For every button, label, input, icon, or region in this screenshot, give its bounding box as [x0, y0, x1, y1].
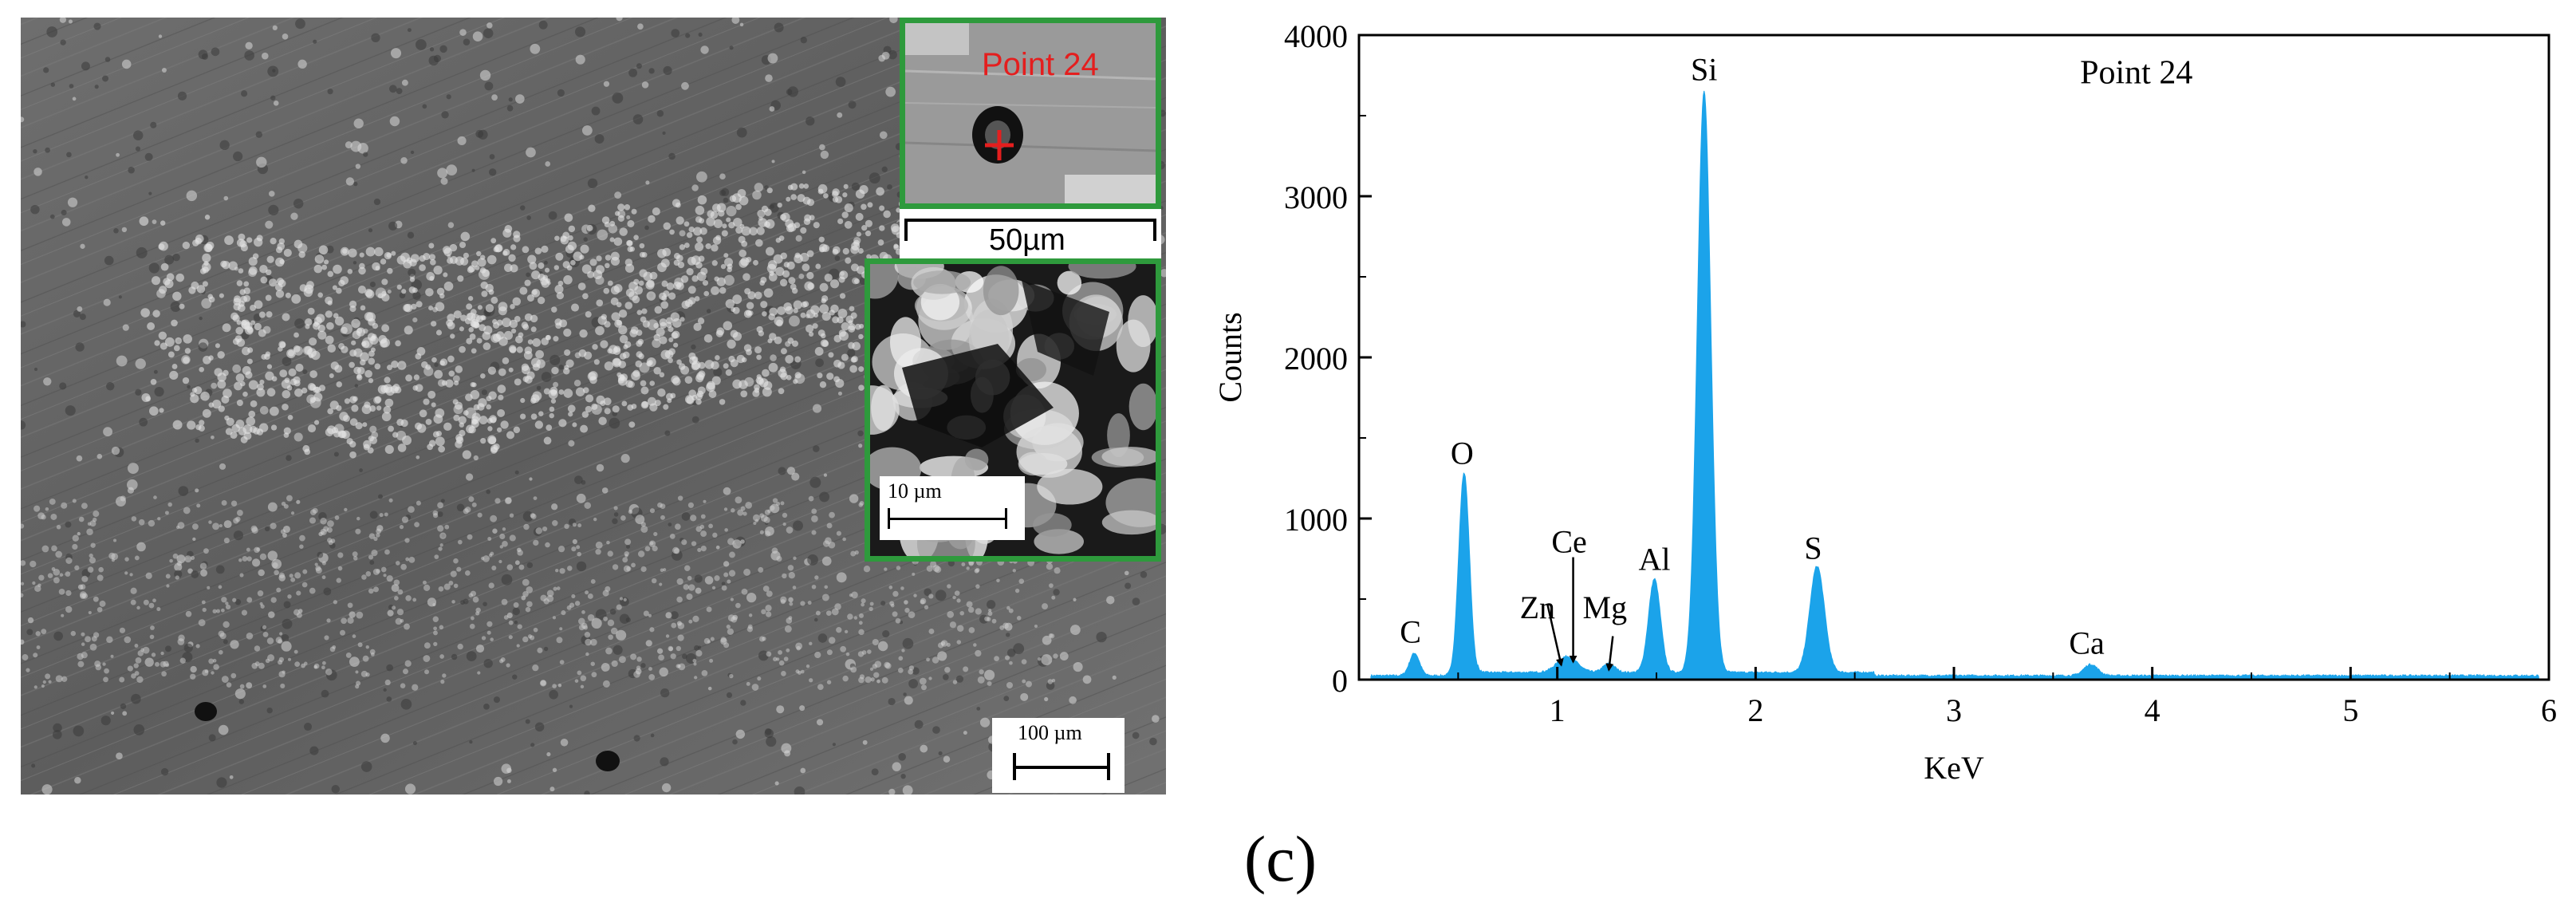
- y-axis-title: Counts: [1212, 312, 1248, 402]
- mid-scale-bar: [888, 518, 1007, 520]
- sem-dark-pit: [195, 702, 217, 721]
- annotation-arrow: [1546, 603, 1564, 667]
- inset-light-patch: [905, 23, 969, 55]
- plot-frame: [1357, 34, 2550, 681]
- y-tick-label: 0: [1332, 663, 1348, 699]
- inset-point-image: Point 24: [900, 18, 1161, 209]
- peak-label-si: Si: [1691, 52, 1717, 88]
- inset-top-scale-bar: [904, 219, 1156, 222]
- main-scale-bar: [1013, 766, 1110, 769]
- mid-scale-box: [880, 476, 1025, 540]
- x-axis-title: KeV: [1924, 750, 1984, 786]
- point-label: Point 24: [982, 47, 1099, 82]
- y-tick-label: 3000: [1284, 179, 1348, 215]
- inset-top-scale-cap: [1153, 220, 1156, 241]
- inset-light-patch: [1065, 175, 1156, 203]
- main-scale-bar-cap: [1013, 753, 1016, 780]
- y-tick-label: 2000: [1284, 341, 1348, 377]
- y-tick-label: 4000: [1284, 18, 1348, 54]
- main-scale-bar-cap: [1107, 753, 1110, 780]
- peak-label-al: Al: [1639, 542, 1671, 578]
- chart-title: Point 24: [2080, 55, 2192, 92]
- eds-spectrum-chart: 0 1000 2000 3000 4000 1 2 3 4 5 6 KeV Counts Point 24…: [1212, 18, 2557, 786]
- peak-label-zn: Zn: [1520, 589, 1555, 625]
- peak-label-ca: Ca: [2069, 625, 2105, 661]
- sem-dark-pit: [596, 751, 620, 771]
- inset-point-svg: [905, 23, 1156, 203]
- inset-top-scale-box: [900, 209, 1161, 258]
- x-tick-label: 6: [2541, 692, 2557, 728]
- peak-label-s: S: [1804, 530, 1822, 566]
- x-tick-label: 5: [2342, 692, 2358, 728]
- x-tick-label: 4: [2145, 692, 2160, 728]
- inset-top-scale-cap: [904, 220, 908, 241]
- panel-label: (c): [1244, 822, 1318, 895]
- peak-label-o: O: [1451, 435, 1474, 471]
- peak-label-mg: Mg: [1583, 589, 1628, 625]
- x-tick-label: 2: [1747, 692, 1763, 728]
- peak-label-c: C: [1400, 614, 1421, 650]
- x-tick-label: 1: [1550, 692, 1566, 728]
- mid-scale-cap: [888, 508, 890, 529]
- sem-particles: [21, 18, 1166, 795]
- x-tick-label: 3: [1946, 692, 1962, 728]
- mid-scale-cap: [1005, 508, 1007, 529]
- peak-label-ce: Ce: [1551, 523, 1586, 559]
- inset-magnified-image: 10 µm: [865, 258, 1161, 562]
- main-scale-text: 100 µm: [1018, 721, 1082, 744]
- mid-scale-text: 10 µm: [888, 479, 942, 503]
- inset-top-scale-text: 50µm: [989, 223, 1065, 257]
- annotation-arrow: [1605, 636, 1614, 672]
- y-tick-label: 1000: [1284, 502, 1348, 538]
